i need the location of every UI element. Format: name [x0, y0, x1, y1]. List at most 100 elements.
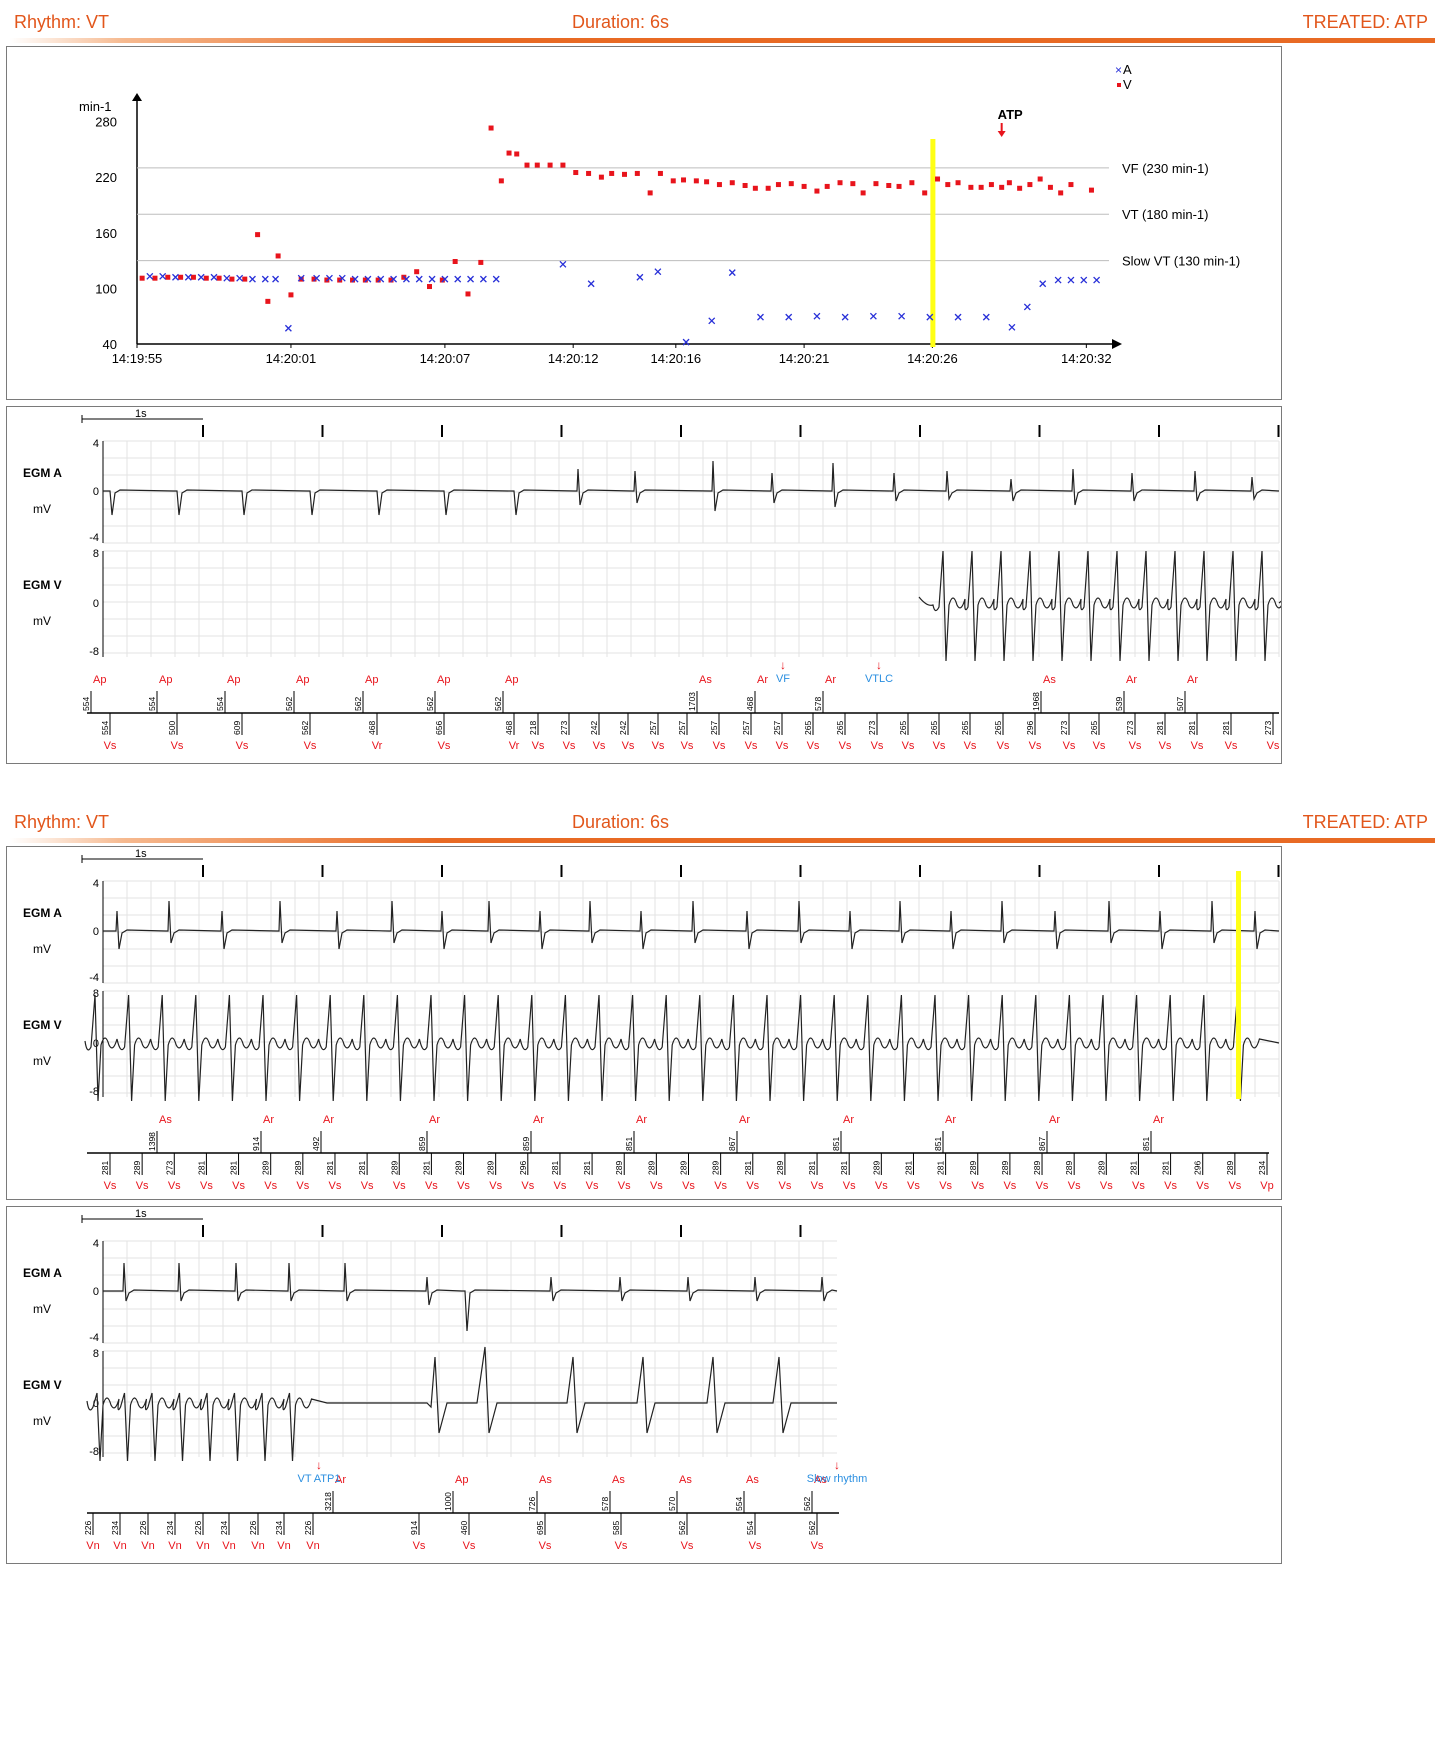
y-tick-label: 160 — [95, 226, 117, 241]
track-tick-label: 4 — [93, 438, 99, 450]
lower-marker-label: Vs — [554, 1180, 567, 1192]
lower-marker-interval: 460 — [459, 1521, 469, 1535]
v-point — [560, 162, 566, 168]
track-tick-label: 8 — [93, 1348, 99, 1360]
x-tick-label: 14:20:26 — [907, 351, 958, 366]
egm-a-trace — [103, 900, 1280, 950]
lower-marker-label: Vs — [933, 740, 946, 752]
lower-marker-interval: 257 — [741, 721, 751, 735]
egm-strip-1: 1s EGM A mV 4 0 -4 EGM V mV 8 0 -8 Ap 554 Ap 554 Ap 554 A… — [6, 406, 1282, 764]
upper-marker-interval: 914 — [251, 1137, 261, 1151]
v-point — [1068, 182, 1074, 188]
lower-marker-label: Vn — [86, 1540, 99, 1552]
lower-marker-interval: 226 — [138, 1521, 148, 1535]
upper-marker-interval: 1398 — [147, 1132, 157, 1151]
v-point — [452, 259, 458, 265]
lower-marker-interval: 281 — [743, 1161, 753, 1175]
a-point — [757, 313, 764, 321]
lower-marker-interval: 289 — [1000, 1161, 1010, 1175]
a-point — [249, 275, 256, 283]
v-point — [922, 190, 928, 196]
lower-marker-interval: 289 — [775, 1161, 785, 1175]
lower-marker-interval: 289 — [1064, 1161, 1074, 1175]
upper-marker-interval: 562 — [353, 697, 363, 711]
lower-marker-interval: 289 — [871, 1161, 881, 1175]
annotation-label: VT ATP1 — [297, 1473, 340, 1485]
lower-marker-interval: 289 — [454, 1161, 464, 1175]
lower-marker-label: Vs — [971, 1180, 984, 1192]
lower-marker-interval: 226 — [193, 1521, 203, 1535]
track-unit: mV — [33, 1302, 51, 1316]
x-tick-label: 14:19:55 — [112, 351, 163, 366]
lower-marker-label: Vs — [489, 1180, 502, 1192]
lower-marker-interval: 289 — [679, 1161, 689, 1175]
lower-marker-label: Vs — [714, 1180, 727, 1192]
upper-marker-interval: 578 — [600, 1497, 610, 1511]
y-tick-label: 220 — [95, 170, 117, 185]
upper-marker-label: Ar — [323, 1114, 334, 1126]
x-tick-label: 14:20:32 — [1061, 351, 1112, 366]
lower-marker-interval: 281 — [421, 1161, 431, 1175]
v-point — [547, 162, 553, 168]
track-tick-label: -8 — [89, 1446, 99, 1458]
legend-v-marker — [1117, 83, 1121, 87]
track-tick-label: 8 — [93, 988, 99, 1000]
v-point — [427, 284, 432, 290]
v-point — [752, 185, 758, 191]
track-tick-label: -4 — [89, 972, 99, 984]
upper-marker-label: Ar — [825, 674, 836, 686]
v-point — [896, 183, 902, 189]
v-point — [850, 181, 856, 187]
lower-marker-interval: 281 — [839, 1161, 849, 1175]
lower-marker-label: Vs — [902, 740, 915, 752]
v-point — [573, 170, 579, 176]
upper-marker-interval: 507 — [1175, 697, 1185, 711]
a-point — [1080, 276, 1088, 284]
lower-marker-interval: 218 — [528, 721, 538, 735]
lower-marker-label: Vs — [1100, 1180, 1113, 1192]
track-tick-label: 0 — [93, 486, 99, 498]
annotation-label: VTLC — [865, 673, 893, 685]
upper-marker-interval: 726 — [527, 1497, 537, 1511]
a-point — [559, 260, 567, 268]
lower-marker-interval: 265 — [960, 721, 970, 735]
a-point — [159, 272, 167, 280]
upper-marker-label: Ar — [429, 1114, 440, 1126]
header-rule — [10, 838, 1435, 843]
v-point — [178, 274, 184, 280]
lower-marker-label: Vs — [425, 1180, 438, 1192]
atp-arrow-head — [997, 131, 1006, 137]
lower-marker-label: Vs — [593, 740, 606, 752]
lower-marker-label: Vs — [652, 740, 665, 752]
v-point — [634, 170, 640, 176]
a-point — [428, 275, 436, 283]
lower-marker-label: Vs — [1228, 1180, 1241, 1192]
lower-marker-interval: 609 — [232, 721, 242, 735]
threshold-label: VT (180 min-1) — [1122, 207, 1208, 222]
duration-label: Duration: 6s — [572, 812, 670, 832]
v-point — [1027, 182, 1033, 188]
lower-marker-interval: 695 — [535, 1521, 545, 1535]
upper-marker-interval: 3218 — [323, 1492, 333, 1511]
egm-strip-1-chart: 1s EGM A mV 4 0 -4 EGM V mV 8 0 -8 Ap 554 Ap 554 Ap 554 A… — [23, 408, 1281, 752]
track-tick-label: 0 — [93, 1398, 99, 1410]
v-point — [955, 180, 961, 186]
lower-marker-label: Vn — [141, 1540, 154, 1552]
v-point — [288, 292, 294, 298]
lower-marker-label: Vs — [746, 1180, 759, 1192]
lower-marker-label: Vs — [361, 1180, 374, 1192]
v-point — [275, 253, 281, 259]
v-point — [886, 182, 892, 188]
v-point — [298, 276, 304, 282]
lower-marker-label: Vs — [304, 740, 317, 752]
track-tick-label: -4 — [89, 532, 99, 544]
lower-marker-label: Vs — [681, 740, 694, 752]
upper-marker-interval: 578 — [813, 697, 823, 711]
v-point — [860, 190, 866, 196]
v-point — [362, 277, 368, 283]
scale-bar-label: 1s — [135, 1208, 147, 1220]
lower-marker-interval: 281 — [196, 1161, 206, 1175]
a-point — [146, 272, 154, 280]
a-point — [223, 274, 231, 282]
lower-marker-label: Vs — [615, 1540, 628, 1552]
